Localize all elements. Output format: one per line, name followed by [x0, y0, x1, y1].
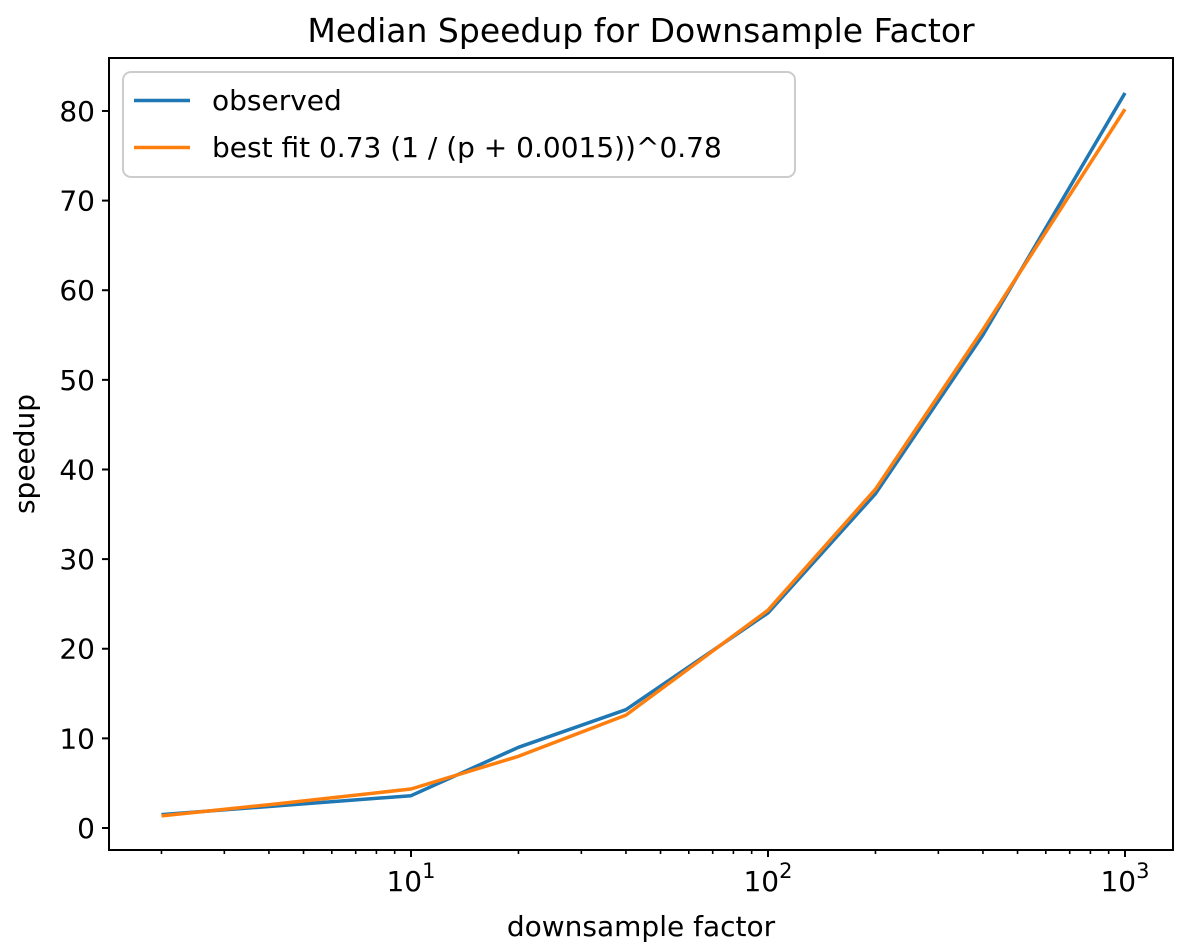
y-tick-label: 80: [59, 95, 95, 128]
line-series-observed: [161, 92, 1127, 817]
plot-frame: [108, 57, 1174, 851]
y-tick-label: 20: [59, 633, 95, 666]
x-tick-label: 103: [1100, 859, 1149, 898]
axis-tick-labels: 0 10 20 30 40 50 60 70 80 101 102 103: [59, 95, 1149, 898]
line-series-best-fit: [161, 108, 1127, 818]
y-tick-label: 0: [77, 812, 95, 845]
legend-box: [122, 71, 796, 178]
axis-ticks: [102, 109, 1127, 857]
legend-label-best-fit: best fit 0.73 (1 / (p + 0.0015))^0.78: [212, 131, 722, 164]
y-tick-label: 40: [59, 453, 95, 486]
y-tick-label: 50: [59, 364, 95, 397]
chart-title: Median Speedup for Downsample Factor: [307, 11, 975, 50]
y-tick-label: 10: [59, 722, 95, 755]
plot-lines: [161, 92, 1127, 818]
legend-label-observed: observed: [212, 84, 342, 117]
y-axis-label: speedup: [8, 394, 41, 514]
y-tick-label: 30: [59, 543, 95, 576]
y-tick-label: 60: [59, 274, 95, 307]
x-tick-label: 101: [386, 859, 435, 898]
x-axis-label: downsample factor: [507, 910, 776, 943]
legend: observed best fit 0.73 (1 / (p + 0.0015)…: [122, 71, 796, 178]
x-tick-label: 102: [743, 859, 792, 898]
y-tick-label: 70: [59, 185, 95, 218]
